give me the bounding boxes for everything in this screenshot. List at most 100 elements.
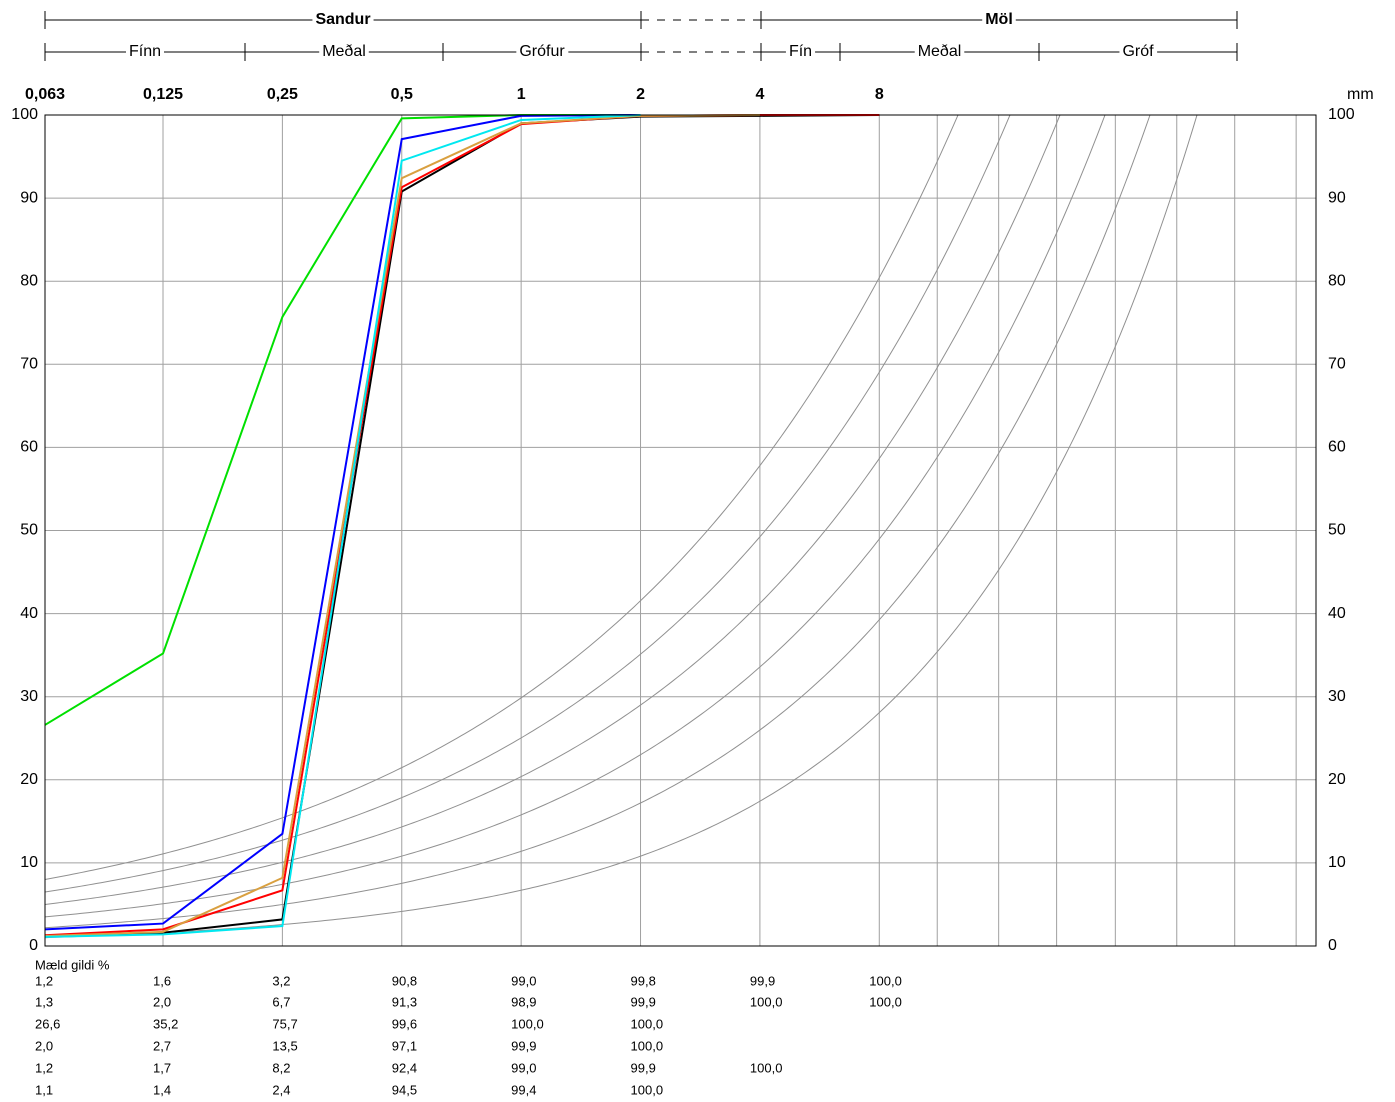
value-label: 99,6 xyxy=(392,1016,417,1031)
value-label: 100,0 xyxy=(631,1016,664,1031)
value-label: 99,9 xyxy=(750,973,775,988)
value-label: 1,2 xyxy=(35,973,53,988)
value-label: 100,0 xyxy=(511,1016,544,1031)
value-label: 100,0 xyxy=(869,994,902,1009)
value-label: 97,1 xyxy=(392,1038,417,1053)
value-label: 100,0 xyxy=(631,1038,664,1053)
y-tick-label: 80 xyxy=(20,272,38,289)
header-label-bg xyxy=(125,43,165,61)
value-label: 1,2 xyxy=(35,1060,53,1075)
y-tick-label: 100 xyxy=(11,106,38,123)
header-label: Sandur xyxy=(315,11,370,28)
value-table: 1,2 1,6 3,2 90,8 99,0 99,8 99,9 100,0 1,3 2,0 6,7 9… xyxy=(35,973,902,1097)
value-label: 99,9 xyxy=(631,994,656,1009)
reference-curve xyxy=(44,114,1061,905)
y-tick-label: 0 xyxy=(29,937,38,954)
header-label-bg xyxy=(319,43,369,61)
reference-curve xyxy=(44,114,1151,929)
x-unit: mm xyxy=(1347,86,1374,103)
header-label: Fín xyxy=(789,43,812,60)
value-label: 99,0 xyxy=(511,973,536,988)
header-label: Möl xyxy=(985,11,1013,28)
plot-border xyxy=(44,114,1317,947)
value-label: 1,4 xyxy=(153,1082,171,1097)
y-tick-label: 20 xyxy=(20,771,38,788)
value-label: 2,0 xyxy=(153,994,171,1009)
value-label: 1,7 xyxy=(153,1060,171,1075)
value-label: 99,9 xyxy=(511,1038,536,1053)
value-label: 100,0 xyxy=(750,994,783,1009)
value-label: 8,2 xyxy=(272,1060,290,1075)
value-label: 35,2 xyxy=(153,1016,178,1031)
value-label: 26,6 xyxy=(35,1016,60,1031)
y2-tick-label: 40 xyxy=(1328,605,1346,622)
value-label: 98,9 xyxy=(511,994,536,1009)
y2-tick-label: 20 xyxy=(1328,771,1346,788)
y-tick-label: 30 xyxy=(20,688,38,705)
y-tick-label: 70 xyxy=(20,356,38,373)
value-label: 100,0 xyxy=(869,973,902,988)
value-label: 99,0 xyxy=(511,1060,536,1075)
value-label: 100,0 xyxy=(631,1082,664,1097)
y-tick-label: 90 xyxy=(20,189,38,206)
series-line xyxy=(44,114,641,931)
x-tick-label: 0,125 xyxy=(143,86,183,103)
x-tick-label: 8 xyxy=(875,86,884,103)
y2-tick-label: 0 xyxy=(1328,937,1337,954)
reference-curve xyxy=(44,114,1106,918)
reference-curve xyxy=(44,114,1198,939)
x-tick-label: 4 xyxy=(755,86,764,103)
header-label: Gróf xyxy=(1122,43,1154,60)
y2-tick-label: 70 xyxy=(1328,356,1346,373)
y2-tick-label: 10 xyxy=(1328,854,1346,871)
series-line xyxy=(44,114,880,938)
header-label-bg xyxy=(914,43,965,61)
header: Sandur Möl Fínn Meðal Grófur Fín Meðal Gróf xyxy=(44,11,1238,61)
y2-tick-label: 30 xyxy=(1328,688,1346,705)
x-tick-label: 2 xyxy=(636,86,645,103)
value-label: 99,4 xyxy=(511,1082,536,1097)
value-label: 3,2 xyxy=(272,973,290,988)
x-tick-label: 1 xyxy=(517,86,526,103)
value-label: 13,5 xyxy=(272,1038,297,1053)
x-tick-label: 0,063 xyxy=(25,86,65,103)
y2-tick-label: 90 xyxy=(1328,189,1346,206)
value-label: 99,9 xyxy=(631,1060,656,1075)
reference-curve xyxy=(44,114,959,881)
x-tick-label: 0,25 xyxy=(267,86,298,103)
y2-tick-label: 100 xyxy=(1328,106,1355,123)
header-label-bg xyxy=(982,11,1016,29)
header-label: Fínn xyxy=(129,43,161,60)
value-label: 1,1 xyxy=(35,1082,53,1097)
header-label: Meðal xyxy=(918,43,962,60)
value-label: 90,8 xyxy=(392,973,417,988)
value-label: 99,8 xyxy=(631,973,656,988)
series-line xyxy=(44,114,880,937)
value-label: 94,5 xyxy=(392,1082,417,1097)
series-line xyxy=(44,114,760,938)
series-line xyxy=(44,114,641,938)
header-label: Meðal xyxy=(322,43,366,60)
x-tick-label: 0,5 xyxy=(391,86,413,103)
reference-curves xyxy=(44,114,1198,939)
y2-tick-label: 50 xyxy=(1328,522,1346,539)
header-label: Grófur xyxy=(519,43,565,60)
reference-curve xyxy=(44,114,1011,893)
value-label: 91,3 xyxy=(392,994,417,1009)
header-label-bg xyxy=(516,43,569,61)
table-title: Mæld gildi % xyxy=(35,957,110,972)
series-line xyxy=(44,114,641,726)
y-tick-label: 50 xyxy=(20,522,38,539)
y-tick-label: 60 xyxy=(20,439,38,456)
value-label: 1,3 xyxy=(35,994,53,1009)
grid: 0 10 20 30 40 50 60 70 80 90 100 0 10 20 30 40 50 60 70 80 9… xyxy=(11,86,1355,954)
value-label: 75,7 xyxy=(272,1016,297,1031)
y2-tick-label: 60 xyxy=(1328,439,1346,456)
series-lines xyxy=(44,114,880,938)
header-label-bg xyxy=(1119,43,1158,61)
value-label: 2,0 xyxy=(35,1038,53,1053)
value-label: 2,4 xyxy=(272,1082,290,1097)
value-label: 92,4 xyxy=(392,1060,417,1075)
y-tick-label: 10 xyxy=(20,854,38,871)
